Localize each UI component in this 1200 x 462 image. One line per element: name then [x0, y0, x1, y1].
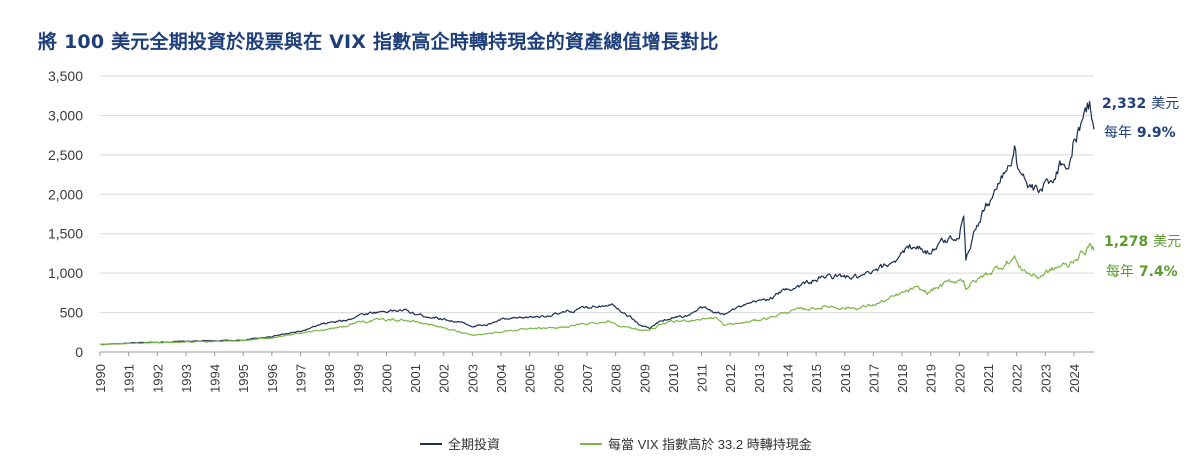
x-tick-label: 2001 — [408, 364, 423, 393]
x-tick-label: 2008 — [609, 364, 624, 393]
y-tick-label: 0 — [75, 344, 83, 360]
x-tick-label: 2019 — [924, 364, 939, 393]
x-tick-label: 2005 — [523, 364, 538, 393]
chart-title: 將 100 美元全期投資於股票與在 VIX 指數高企時轉持現金的資產總值增長對比 — [38, 31, 719, 53]
y-tick-label: 3,000 — [48, 107, 83, 123]
x-tick-label: 2006 — [551, 364, 566, 393]
x-tick-label: 2007 — [580, 364, 595, 393]
x-tick-label: 2024 — [1067, 364, 1082, 393]
y-tick-label: 2,000 — [48, 186, 83, 202]
x-tick-label: 2023 — [1038, 364, 1053, 393]
x-tick-label: 2004 — [494, 364, 509, 393]
x-tick-label: 1999 — [351, 364, 366, 393]
annotation-a-value: 2,332 美元 — [1102, 96, 1180, 112]
x-tick-label: 1991 — [122, 364, 137, 393]
series-line-b — [100, 243, 1095, 345]
x-tick-label: 1992 — [150, 364, 165, 393]
x-tick-label: 1993 — [179, 364, 194, 393]
x-tick-label: 2010 — [666, 364, 681, 393]
x-tick-label: 2003 — [465, 364, 480, 393]
x-tick-label: 2020 — [952, 364, 967, 393]
legend-label-a: 全期投資 — [448, 437, 501, 452]
x-tick-label: 1994 — [208, 364, 223, 393]
legend-swatch-b — [580, 442, 602, 445]
x-tick-label: 1998 — [322, 364, 337, 393]
y-tick-label: 1,500 — [48, 226, 83, 242]
x-tick-label: 2017 — [866, 364, 881, 393]
x-tick-label: 2016 — [838, 364, 853, 393]
x-tick-label: 2022 — [1010, 364, 1025, 393]
x-tick-label: 2014 — [780, 364, 795, 393]
x-tick-label: 1995 — [236, 364, 251, 393]
annotation-a-rate: 每年 9.9% — [1104, 125, 1176, 141]
annotation-b-value: 1,278 美元 — [1104, 234, 1182, 250]
legend-item-a: 全期投資 — [420, 434, 500, 453]
annotation-b-rate: 每年 7.4% — [1106, 264, 1178, 280]
legend-item-b: 每當 VIX 指數高於 33.2 時轉持現金 — [580, 434, 812, 453]
x-tick-label: 2011 — [695, 364, 710, 392]
x-tick-label: 2013 — [752, 364, 767, 393]
x-tick-label: 1996 — [265, 364, 280, 393]
x-tick-label: 2002 — [437, 364, 452, 393]
series-line-a — [100, 100, 1095, 346]
x-tick-label: 2021 — [981, 364, 996, 393]
y-tick-label: 3,500 — [48, 68, 83, 84]
x-tick-label: 2009 — [637, 364, 652, 393]
x-tick-label: 2000 — [379, 364, 394, 393]
x-tick-label: 1997 — [294, 364, 309, 393]
x-tick-label: 1990 — [93, 364, 108, 393]
x-tick-label: 2015 — [809, 364, 824, 393]
y-tick-label: 500 — [60, 305, 84, 321]
y-tick-label: 2,500 — [48, 147, 83, 163]
y-tick-label: 1,000 — [48, 265, 83, 281]
legend-label-b: 每當 VIX 指數高於 33.2 時轉持現金 — [608, 437, 812, 452]
x-tick-label: 2018 — [895, 364, 910, 393]
legend-swatch-a — [420, 442, 442, 445]
x-tick-label: 2012 — [723, 364, 738, 393]
